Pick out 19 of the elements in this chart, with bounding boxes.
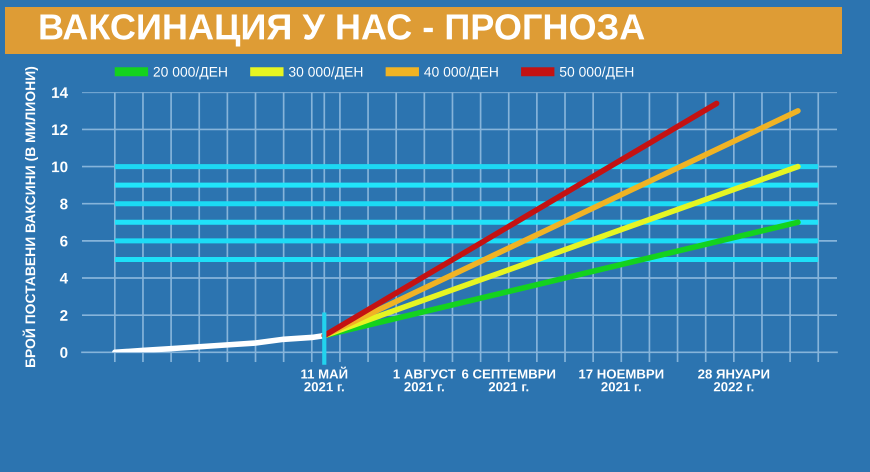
- legend-label: 30 000/ДЕН: [288, 66, 362, 80]
- y-tick-label: 8: [60, 198, 68, 210]
- legend-label: 20 000/ДЕН: [154, 66, 227, 80]
- chart-title: ВАКСИНАЦИЯ У НАС - ПРОГНОЗА: [40, 14, 644, 47]
- y-axis-title: БРОЙ ПОСТАВЕНИ ВАКСИНИ (В МИЛИОНИ): [22, 66, 38, 368]
- x-tick-label: 17 НОЕМВРИ 2021 г.: [579, 369, 664, 392]
- legend-label: 40 000/ДЕН: [424, 66, 498, 80]
- y-tick-label: 14: [52, 87, 68, 98]
- y-tick-label: 10: [52, 161, 68, 172]
- x-tick-label: 11 МАЙ 2021 г.: [301, 366, 348, 392]
- legend-label: 50 000/ДЕН: [560, 66, 634, 80]
- y-tick-label: 6: [60, 236, 68, 247]
- x-tick-label: 6 СЕПТЕМВРИ 2021 г.: [462, 369, 556, 392]
- y-tick-label: 4: [60, 273, 68, 284]
- x-tick-label: 1 АВГУСТ 2021 г.: [394, 369, 456, 392]
- y-tick-label: 12: [52, 124, 68, 135]
- y-tick-label: 0: [60, 347, 68, 358]
- y-tick-label: 2: [60, 310, 68, 321]
- x-tick-label: 28 ЯНУАРИ 2022 г.: [698, 369, 770, 392]
